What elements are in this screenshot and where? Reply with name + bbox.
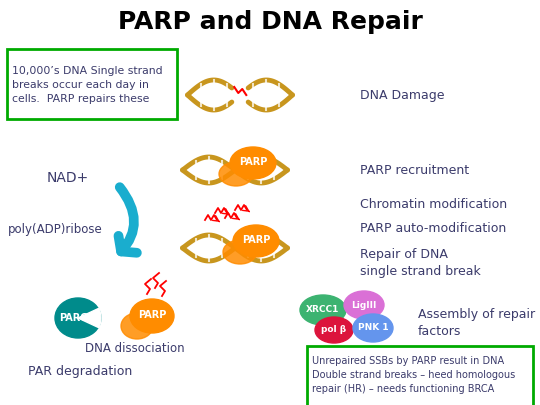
Text: DNA dissociation: DNA dissociation xyxy=(85,341,185,354)
Ellipse shape xyxy=(315,317,353,343)
Text: PARP and DNA Repair: PARP and DNA Repair xyxy=(118,10,422,34)
Wedge shape xyxy=(78,308,101,328)
Ellipse shape xyxy=(344,291,384,319)
Ellipse shape xyxy=(353,314,393,342)
FancyBboxPatch shape xyxy=(307,346,533,405)
Text: PARG: PARG xyxy=(59,313,89,323)
Text: poly(ADP)ribose: poly(ADP)ribose xyxy=(8,224,103,237)
Text: PARP auto-modification: PARP auto-modification xyxy=(360,222,507,234)
Ellipse shape xyxy=(223,240,257,264)
Text: Chromatin modification: Chromatin modification xyxy=(360,198,507,211)
FancyBboxPatch shape xyxy=(7,49,177,119)
Text: PNK 1: PNK 1 xyxy=(357,324,388,333)
Text: pol β: pol β xyxy=(321,326,347,335)
Text: 10,000’s DNA Single strand
breaks occur each day in
cells.  PARP repairs these: 10,000’s DNA Single strand breaks occur … xyxy=(12,66,163,104)
Text: Repair of DNA
single strand break: Repair of DNA single strand break xyxy=(360,248,481,278)
Ellipse shape xyxy=(219,162,253,186)
Ellipse shape xyxy=(130,299,174,333)
Ellipse shape xyxy=(300,295,346,325)
Text: Unrepaired SSBs by PARP result in DNA
Double strand breaks – heed homologous
rep: Unrepaired SSBs by PARP result in DNA Do… xyxy=(312,356,515,394)
FancyArrowPatch shape xyxy=(118,187,137,253)
Ellipse shape xyxy=(121,313,153,339)
Text: LigIII: LigIII xyxy=(352,301,377,309)
Text: PARP recruitment: PARP recruitment xyxy=(360,164,469,177)
Text: PARP: PARP xyxy=(239,157,267,167)
Text: PARP: PARP xyxy=(138,310,166,320)
Text: NAD+: NAD+ xyxy=(47,171,89,185)
Text: PARP: PARP xyxy=(242,235,270,245)
Ellipse shape xyxy=(230,147,276,179)
Text: Assembly of repair
factors: Assembly of repair factors xyxy=(418,308,535,338)
Ellipse shape xyxy=(233,225,279,257)
Text: XRCC1: XRCC1 xyxy=(306,305,340,315)
Ellipse shape xyxy=(55,298,101,338)
Text: DNA Damage: DNA Damage xyxy=(360,89,444,102)
Text: PAR degradation: PAR degradation xyxy=(28,365,132,379)
